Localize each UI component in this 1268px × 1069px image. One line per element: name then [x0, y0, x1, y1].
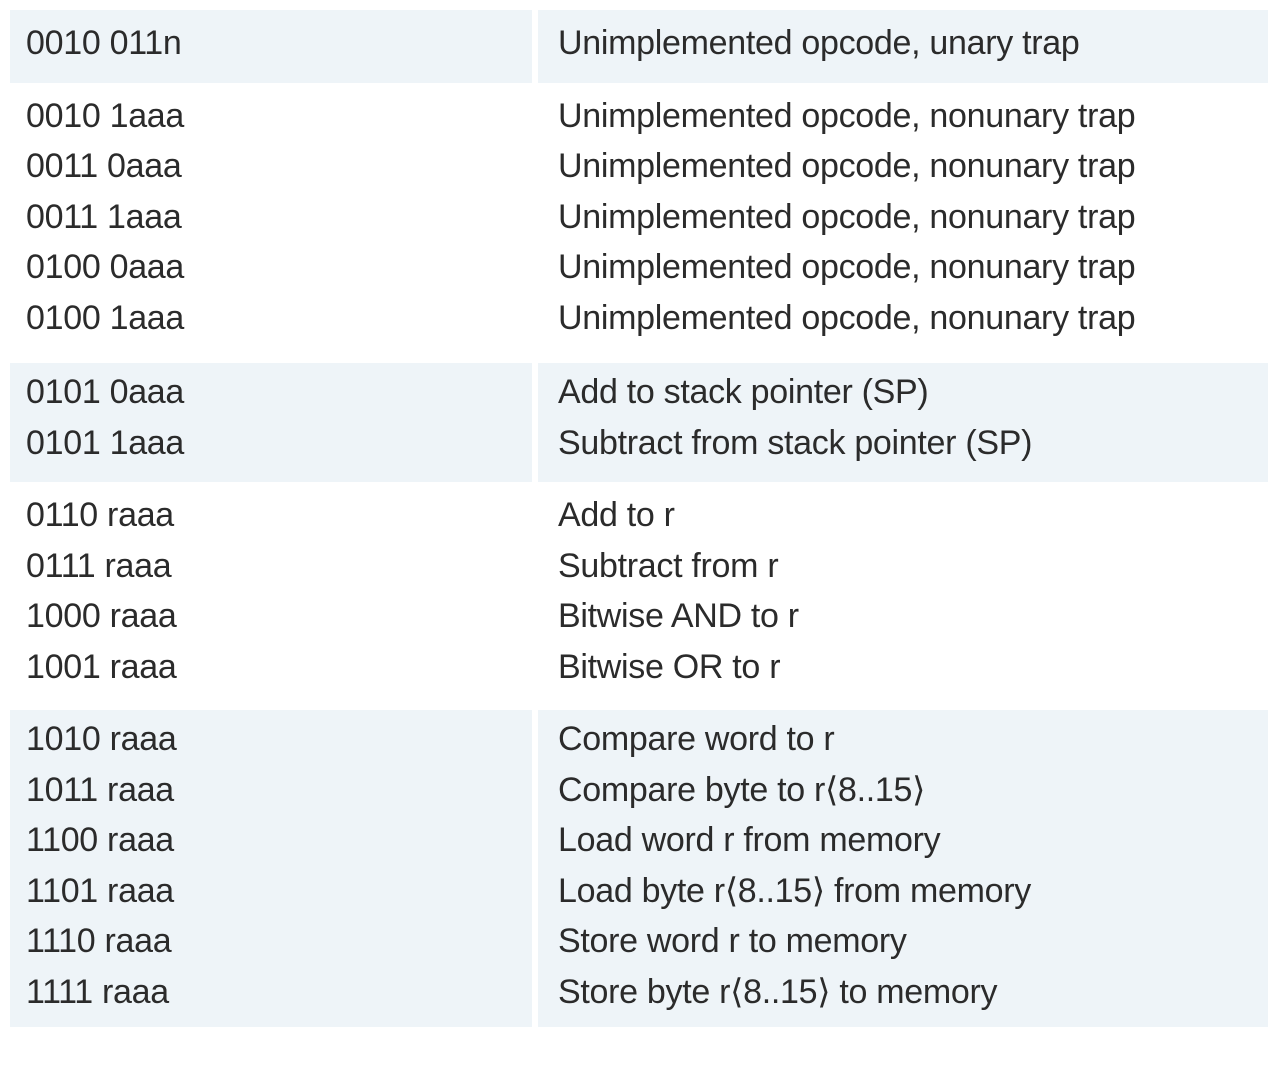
- description-column: Add to stack pointer (SP) Subtract from …: [538, 363, 1268, 482]
- opcode-code: 1111 raaa: [26, 972, 169, 1011]
- description-column: Add to r Subtract from r Bitwise AND to …: [538, 486, 1268, 706]
- opcode-code: 1011 raaa: [26, 770, 174, 809]
- opcode-description: Subtract from stack pointer (SP): [558, 423, 1033, 462]
- opcode-code: 0100 1aaa: [26, 298, 185, 337]
- code-column: 0101 0aaa 0101 1aaa: [10, 363, 532, 482]
- opcode-code: 0011 1aaa: [26, 197, 182, 236]
- opcode-table: 0010 011n Unimplemented opcode, unary tr…: [10, 10, 1268, 1031]
- opcode-description: Unimplemented opcode, nonunary trap: [558, 96, 1136, 135]
- code-column: 1010 raaa 1011 raaa 1100 raaa 1101 raaa …: [10, 710, 532, 1027]
- opcode-code: 0111 raaa: [26, 546, 172, 585]
- opcode-description: Subtract from r: [558, 546, 779, 585]
- opcode-description: Unimplemented opcode, nonunary trap: [558, 197, 1136, 236]
- opcode-description: Unimplemented opcode, nonunary trap: [558, 147, 1136, 185]
- opcode-code: 1000 raaa: [26, 597, 177, 635]
- description-column: Unimplemented opcode, nonunary trap Unim…: [538, 87, 1268, 360]
- opcode-code: 1100 raaa: [26, 821, 174, 859]
- opcode-description: Compare byte to r⟨8..15⟩: [558, 770, 926, 809]
- opcode-group-compare-load-store: 1010 raaa 1011 raaa 1100 raaa 1101 raaa …: [10, 710, 1268, 1027]
- description-column: Compare word to r Compare byte to r⟨8..1…: [538, 710, 1268, 1027]
- opcode-code: 1101 raaa: [26, 871, 174, 910]
- opcode-description: Load byte r⟨8..15⟩ from memory: [558, 871, 1031, 910]
- opcode-code: 1110 raaa: [26, 922, 172, 960]
- description-column: Unimplemented opcode, unary trap: [538, 10, 1268, 83]
- opcode-description: Compare word to r: [558, 720, 835, 758]
- opcode-description: Store word r to memory: [558, 922, 907, 960]
- opcode-code: 0101 1aaa: [26, 423, 185, 462]
- opcode-description: Add to r: [558, 496, 675, 534]
- opcode-group-arithmetic-logic: 0110 raaa 0111 raaa 1000 raaa 1001 raaa …: [10, 486, 1268, 706]
- opcode-description: Bitwise AND to r: [558, 597, 799, 635]
- code-column: 0110 raaa 0111 raaa 1000 raaa 1001 raaa: [10, 486, 532, 706]
- opcode-code: 0101 0aaa: [26, 373, 185, 411]
- opcode-group-nonunary-trap: 0010 1aaa 0011 0aaa 0011 1aaa 0100 0aaa …: [10, 87, 1268, 360]
- opcode-description: Add to stack pointer (SP): [558, 373, 929, 411]
- opcode-code: 1001 raaa: [26, 647, 177, 686]
- opcode-group-stack-pointer: 0101 0aaa 0101 1aaa Add to stack pointer…: [10, 363, 1268, 482]
- opcode-code: 0100 0aaa: [26, 248, 185, 286]
- opcode-code: 0010 011n: [26, 24, 182, 62]
- opcode-description: Store byte r⟨8..15⟩ to memory: [558, 972, 998, 1011]
- opcode-description: Load word r from memory: [558, 821, 941, 859]
- opcode-code: 1010 raaa: [26, 720, 177, 758]
- code-column: 0010 1aaa 0011 0aaa 0011 1aaa 0100 0aaa …: [10, 87, 532, 360]
- code-column: 0010 011n: [10, 10, 532, 83]
- opcode-code: 0110 raaa: [26, 496, 174, 534]
- opcode-group-unary-trap: 0010 011n Unimplemented opcode, unary tr…: [10, 10, 1268, 83]
- opcode-description: Unimplemented opcode, nonunary trap: [558, 248, 1136, 286]
- opcode-description: Bitwise OR to r: [558, 647, 781, 686]
- opcode-code: 0010 1aaa: [26, 96, 185, 135]
- opcode-description: Unimplemented opcode, unary trap: [558, 24, 1080, 62]
- opcode-description: Unimplemented opcode, nonunary trap: [558, 298, 1136, 337]
- opcode-code: 0011 0aaa: [26, 147, 182, 185]
